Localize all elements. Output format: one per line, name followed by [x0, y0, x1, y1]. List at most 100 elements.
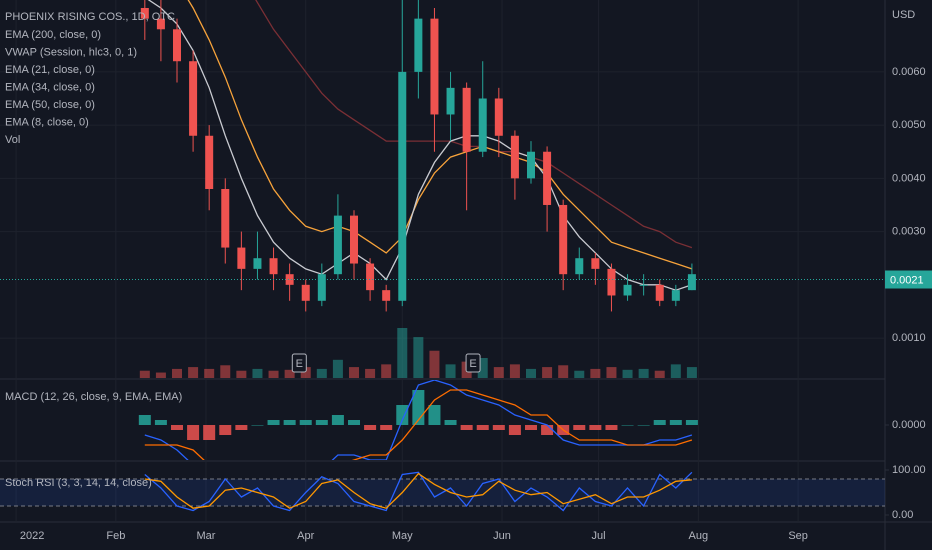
- y-tick-label: 100.00: [892, 464, 926, 476]
- volume-bar: [252, 368, 263, 378]
- candle-body: [350, 215, 358, 264]
- volume-bar: [413, 337, 424, 378]
- y-tick-label: 0.0030: [892, 225, 926, 237]
- volume-bar: [349, 367, 359, 378]
- volume-bar: [686, 367, 697, 378]
- candle-body: [221, 189, 230, 248]
- histogram-bar: [637, 425, 650, 426]
- histogram-bar: [348, 420, 360, 425]
- volume-bar: [284, 369, 295, 378]
- legend-entry: EMA (21, close, 0): [5, 64, 95, 76]
- legend-entry: VWAP (Session, hlc3, 0, 1): [5, 46, 137, 58]
- legend-title: PHOENIX RISING COS., 1D, OTC: [5, 11, 175, 23]
- candle-body: [655, 284, 664, 301]
- volume-bar: [493, 367, 504, 378]
- volume-bar: [638, 368, 649, 378]
- volume-bar: [429, 350, 440, 378]
- event-marker: [465, 353, 481, 373]
- legend-entry: EMA (34, close, 0): [5, 81, 95, 93]
- histogram-bar: [235, 425, 248, 430]
- volume-bar: [332, 359, 343, 378]
- histogram-bar: [154, 420, 167, 425]
- labels: 0.0010 0.0030 0.0040 0.0050 0.0060 0.0000 0.00…: [0, 9, 932, 521]
- volume-bar: [268, 370, 279, 378]
- volume-bar: [526, 368, 536, 378]
- stoch-pane: [0, 471, 885, 512]
- candle-body: [510, 135, 519, 179]
- candle-body: [639, 284, 648, 286]
- currency: USD: [892, 9, 915, 21]
- macd-pane: [138, 380, 698, 460]
- histogram-bar: [492, 425, 505, 430]
- event-label: E: [296, 358, 303, 370]
- candle-body: [591, 258, 600, 269]
- histogram-bar: [171, 425, 183, 430]
- histogram-bar: [541, 425, 554, 435]
- y-tick-label: 0.0040: [892, 172, 926, 184]
- candle-body: [543, 151, 552, 205]
- candle-body: [382, 290, 391, 301]
- volume-bar: [188, 367, 199, 378]
- x-tick-label: Sep: [788, 530, 808, 542]
- y-tick-label: 0.0000: [892, 419, 926, 431]
- candle-body: [285, 274, 294, 285]
- candle-body: [205, 135, 214, 189]
- pane-title: Stoch RSI (3, 3, 14, 14, close): [5, 477, 152, 489]
- candle-body: [189, 61, 198, 136]
- x-tick-label: 2022: [20, 530, 44, 542]
- candle-body: [446, 87, 455, 115]
- volume-bar: [155, 372, 166, 378]
- volume-bar: [172, 368, 182, 378]
- x-tick-label: Apr: [297, 530, 314, 542]
- candle-body: [156, 18, 165, 30]
- histogram-bar: [187, 425, 200, 440]
- candle-body: [623, 284, 632, 296]
- volume-bar: [236, 370, 247, 378]
- candle-body: [173, 29, 181, 62]
- candle-body: [478, 98, 487, 152]
- histogram-bar: [460, 425, 473, 430]
- x-tick-label: Jun: [493, 530, 511, 542]
- volume-bar: [300, 367, 311, 378]
- candle-body: [269, 258, 278, 275]
- histogram-bar: [573, 425, 586, 430]
- y-tick-label: 0.0060: [892, 66, 926, 78]
- volume-bar: [445, 364, 456, 378]
- histogram-bar: [621, 425, 634, 426]
- y-tick-label: 0.00: [892, 509, 913, 521]
- candle-body: [140, 7, 149, 19]
- histogram-bar: [283, 420, 296, 425]
- volume-bar: [542, 367, 553, 378]
- line: [144, 472, 692, 509]
- histogram-bar: [267, 420, 280, 425]
- candle-body: [366, 263, 375, 291]
- legend-entry: EMA (8, close, 0): [5, 116, 89, 128]
- pane-title: MACD (12, 26, close, 9, EMA, EMA): [5, 391, 182, 403]
- histogram-bar: [653, 420, 666, 425]
- histogram-bar: [315, 420, 328, 425]
- candle-body: [494, 98, 503, 136]
- event-label: E: [469, 358, 476, 370]
- candle-body: [317, 274, 326, 301]
- volume-bar: [139, 370, 150, 378]
- line: [144, 380, 693, 460]
- volume-bar: [558, 365, 569, 378]
- line: [255, 0, 693, 249]
- volume-bar: [606, 367, 617, 378]
- volume-bar: [204, 368, 215, 378]
- candle-body: [671, 290, 680, 301]
- x-tick-label: May: [392, 530, 413, 542]
- line: [144, 471, 693, 512]
- y-tick-label: 0.0010: [892, 332, 926, 344]
- line: [187, 0, 693, 270]
- line: [144, 389, 693, 460]
- histogram-bar: [251, 425, 264, 426]
- histogram-bar: [203, 425, 216, 440]
- histogram-bar: [669, 420, 682, 425]
- histogram-bar: [396, 405, 409, 425]
- volume-bar: [509, 364, 520, 378]
- candle-body: [398, 71, 407, 301]
- candle-body: [253, 258, 262, 269]
- event-marker: [291, 353, 307, 373]
- x-tick-label: Feb: [106, 530, 125, 542]
